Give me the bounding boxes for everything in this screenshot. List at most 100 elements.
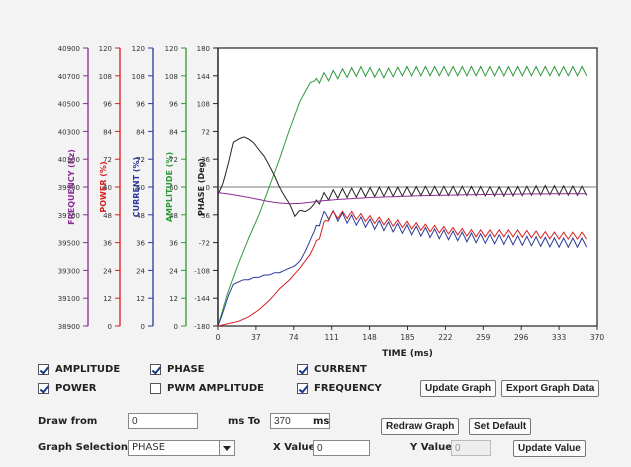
graph-selection-label: Graph Selection [38,442,128,453]
axis-tick-label: 12 [169,295,178,303]
axis-tick-label: -36 [199,212,211,220]
y-value-input [451,440,491,456]
redraw-graph-button[interactable]: Redraw Graph [381,418,460,435]
x-tick-label: 222 [438,333,453,342]
axis-tick-label: 40500 [58,101,80,109]
axis-tick-label: 48 [136,212,145,220]
checkbox-pwm-amplitude[interactable]: PWM AMPLITUDE [150,383,264,394]
x-tick-label: 259 [476,333,491,342]
graph-selection-dropdown[interactable]: PHASE [128,440,235,456]
ms-to-label: ms To [228,416,261,427]
draw-from-input[interactable] [128,413,198,429]
axis-tick-label: 39700 [58,212,80,220]
axis-tick-label: 108 [197,101,210,109]
checkbox-current-label: CURRENT [314,364,367,375]
series-line-amplitude [217,65,588,327]
draw-from-label: Draw from [38,416,98,427]
checkbox-power[interactable]: POWER [38,383,96,394]
axis-tick-label: 24 [169,267,178,275]
multi-axis-chart: 38900 39100 39300 39500 39700 39900 40100 40300… [58,45,605,359]
x-tick-label: 333 [552,333,567,342]
axis-tick-label: 24 [136,267,145,275]
x-tick-label: 185 [400,333,415,342]
axis-tick-label: 0 [108,323,112,331]
checkbox-pwm-amplitude-box[interactable] [150,383,161,394]
axis-tick-label: 60 [103,184,112,192]
x-value-label: X Value [273,442,316,453]
axis-tick-label: 24 [103,267,112,275]
checkbox-power-label: POWER [55,383,97,394]
checkbox-frequency-label: FREQUENCY [314,383,382,394]
axis-tick-label: 48 [169,212,178,220]
axis-tick-label: 0 [206,184,210,192]
x-tick-label: 111 [325,333,340,342]
chevron-down-icon[interactable] [219,441,234,455]
axis-tick-label: -108 [194,267,210,275]
axis-tick-label: 108 [99,73,112,81]
axis-tick-label: 96 [103,101,112,109]
axis-tick-label: 84 [136,128,145,136]
checkbox-pwm-amplitude-label: PWM AMPLITUDE [167,383,264,394]
checkbox-current[interactable]: CURRENT [297,364,367,375]
set-default-button[interactable]: Set Default [469,418,532,435]
checkbox-frequency[interactable]: FREQUENCY [297,383,382,394]
axis-label: POWER (%) [99,161,108,212]
axis-tick-label: 96 [136,101,145,109]
axis-tick-label: 48 [103,212,112,220]
axis-tick-label: -144 [194,295,210,303]
x-tick-label: 37 [251,333,261,342]
axis-tick-label: 40700 [58,73,80,81]
axis-tick-label: 0 [174,323,178,331]
axis-tick-label: 12 [103,295,112,303]
axis-tick-label: 72 [201,128,210,136]
axis-tick-label: 96 [169,101,178,109]
axis-tick-label: 72 [103,156,112,164]
axis-tick-label: -180 [194,323,210,331]
axis-tick-label: 120 [132,45,145,53]
checkbox-frequency-box[interactable] [297,383,308,394]
axis-tick-label: 60 [136,184,145,192]
axis-tick-label: 39300 [58,267,80,275]
axis-label: CURRENT (%) [132,157,141,217]
axis-tick-label: 72 [169,156,178,164]
axis-tick-label: 39500 [58,240,80,248]
update-value-button[interactable]: Update Value [513,440,586,457]
axis-tick-label: 120 [165,45,178,53]
axis-tick-label: 36 [201,156,210,164]
checkbox-phase-box[interactable] [150,364,161,375]
checkbox-amplitude[interactable]: AMPLITUDE [38,364,120,375]
graph-selection-value: PHASE [132,442,166,453]
draw-to-input[interactable] [270,413,330,429]
checkbox-power-box[interactable] [38,383,49,394]
axis-label: FREQUENCY (Hz) [67,149,76,225]
axis-tick-label: 40900 [58,45,80,53]
axis-tick-label: 108 [165,73,178,81]
x-tick-label: 370 [590,333,605,342]
series-line-frequency [217,192,587,205]
axis-tick-label: 36 [103,240,112,248]
x-tick-label: 74 [289,333,299,342]
series-line-power [217,210,588,327]
export-graph-data-button[interactable]: Export Graph Data [501,380,600,397]
update-graph-button[interactable]: Update Graph [420,380,497,397]
axis-tick-label: 39100 [58,295,80,303]
axis-tick-label: 36 [169,240,178,248]
x-axis-label: TIME (ms) [382,349,433,359]
axis-tick-label: 60 [169,184,178,192]
x-tick-label: 148 [362,333,377,342]
x-tick-label: 0 [216,333,221,342]
checkbox-amplitude-label: AMPLITUDE [55,364,121,375]
axis-label: AMPLITUDE (%) [165,152,174,222]
axis-tick-label: 38900 [58,323,80,331]
axis-tick-label: 0 [141,323,145,331]
checkbox-current-box[interactable] [297,364,308,375]
axis-tick-label: 36 [136,240,145,248]
axis-label: PHASE (Deg) [197,158,206,216]
checkbox-phase[interactable]: PHASE [150,364,204,375]
axis-tick-label: 40300 [58,128,80,136]
axis-tick-label: 84 [103,128,112,136]
axis-tick-label: 180 [197,45,210,53]
checkbox-amplitude-box[interactable] [38,364,49,375]
checkbox-phase-label: PHASE [167,364,205,375]
x-value-input[interactable] [313,440,370,456]
